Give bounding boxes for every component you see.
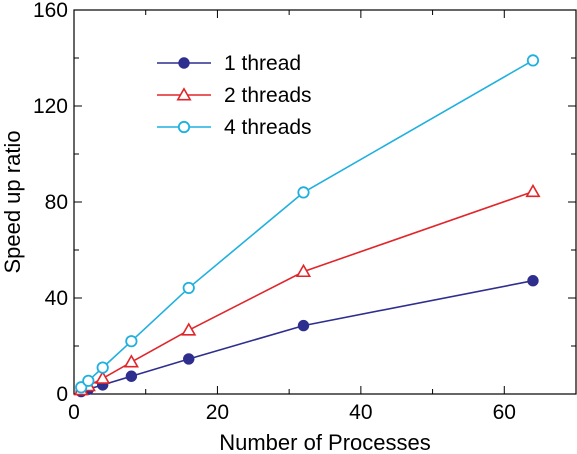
legend: 1 thread 2 threads 4 threads — [157, 52, 312, 139]
data-point — [182, 281, 195, 295]
x-axis-title: Number of Processes — [219, 430, 431, 454]
y-tick-label: 120 — [33, 95, 68, 118]
data-point — [526, 54, 540, 67]
y-tick-label: 80 — [45, 191, 68, 214]
data-point — [295, 263, 312, 278]
data-point — [297, 186, 310, 199]
series-line — [80, 59, 534, 388]
x-tick-label: 0 — [68, 401, 80, 424]
data-point — [125, 370, 138, 382]
x-tick-label: 40 — [349, 401, 372, 424]
data-point — [525, 183, 541, 198]
data-point — [95, 370, 111, 384]
legend-label: 1 thread — [224, 52, 301, 75]
y-tick-label: 160 — [33, 0, 68, 22]
plot-frame — [73, 9, 577, 395]
data-point — [125, 335, 138, 348]
data-point — [123, 354, 139, 368]
series-1 — [75, 275, 539, 398]
legend-entry: 1 thread — [157, 52, 301, 75]
x-tick-label: 60 — [493, 401, 516, 424]
series-line — [80, 279, 534, 393]
x-tick-label: 20 — [206, 401, 229, 424]
legend-label: 2 threads — [224, 84, 312, 107]
y-tick-label: 40 — [45, 287, 68, 310]
legend-marker — [176, 87, 192, 101]
data-point — [181, 322, 197, 336]
y-tick-label: 0 — [56, 383, 68, 406]
y-axis-title: Speed up ratio — [0, 130, 25, 273]
data-point — [183, 353, 195, 365]
axes: 0 20 40 60 0 40 80 120 160 — [33, 0, 577, 424]
data-point — [297, 319, 310, 332]
series-layer — [73, 54, 541, 398]
series-3 — [75, 54, 540, 394]
series-2 — [73, 183, 541, 396]
legend-label: 4 threads — [224, 116, 312, 139]
data-point — [527, 275, 539, 287]
legend-marker — [177, 120, 191, 134]
legend-entry: 2 threads — [157, 84, 312, 107]
legend-entry: 4 threads — [157, 116, 312, 139]
data-point — [82, 374, 95, 387]
legend-marker — [178, 57, 190, 69]
data-point — [96, 361, 109, 374]
series-line — [80, 190, 534, 391]
